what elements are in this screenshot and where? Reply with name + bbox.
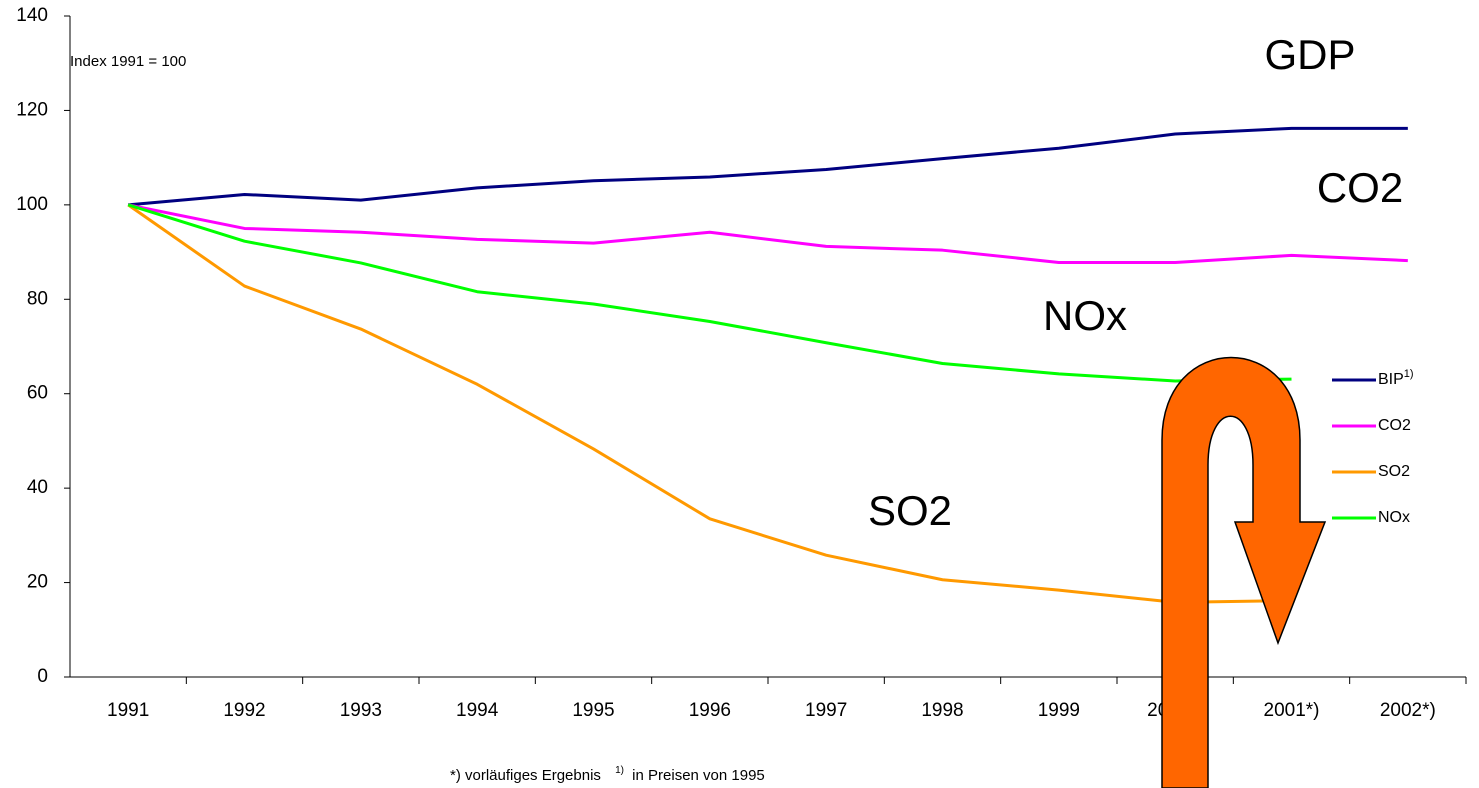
arrow xyxy=(1162,358,1325,788)
annotation: NOx xyxy=(1043,292,1127,339)
x-tick-label: 1991 xyxy=(107,700,149,721)
x-tick-label: 2001*) xyxy=(1264,700,1320,721)
footnote-prices: in Preisen von 1995 xyxy=(632,767,765,784)
footnote: *) vorläufiges Ergebnis 1) in Preisen vo… xyxy=(450,761,765,784)
x-tick-label: 2002*) xyxy=(1380,700,1436,721)
legend-label: SO2 xyxy=(1378,463,1410,480)
y-tick-label: 120 xyxy=(16,99,48,120)
legend-superscript: 1) xyxy=(1404,368,1414,380)
legend-name: SO2 xyxy=(1378,463,1410,480)
y-tick-label: 0 xyxy=(37,666,48,687)
chart: Index 1991 = 100 GDP CO2 NOx SO2 *) vorläuf… xyxy=(0,0,1479,788)
y-tick-label: 100 xyxy=(16,194,48,215)
x-tick-label: 1998 xyxy=(921,700,963,721)
legend-name: CO2 xyxy=(1378,417,1411,434)
legend-name: BIP xyxy=(1378,371,1404,388)
annotation: SO2 xyxy=(868,487,952,534)
index-note: Index 1991 = 100 xyxy=(70,53,186,70)
y-tick-label: 140 xyxy=(16,5,48,26)
y-tick-label: 40 xyxy=(27,477,48,498)
legend-label: NOx xyxy=(1378,509,1410,526)
y-tick-label: 60 xyxy=(27,383,48,404)
x-tick-label: 1996 xyxy=(689,700,731,721)
legend-label: CO2 xyxy=(1378,417,1411,434)
legend-name: NOx xyxy=(1378,509,1410,526)
annotation: GDP xyxy=(1264,31,1355,78)
x-tick-label: 1997 xyxy=(805,700,847,721)
x-tick-label: 1999 xyxy=(1038,700,1080,721)
y-tick-label: 80 xyxy=(27,288,48,309)
x-tick-label: 1994 xyxy=(456,700,499,721)
legend-label: BIP1) xyxy=(1378,368,1414,388)
annotation: CO2 xyxy=(1317,164,1403,211)
footnote-marker: 1) xyxy=(615,765,624,776)
series-line xyxy=(128,205,1291,603)
series-line xyxy=(128,128,1408,204)
x-tick-label: 1992 xyxy=(223,700,265,721)
x-tick-label: 1993 xyxy=(340,700,382,721)
y-tick-label: 20 xyxy=(27,572,48,593)
x-tick-label: 1995 xyxy=(572,700,614,721)
footnote-provisional: *) vorläufiges Ergebnis xyxy=(450,767,601,784)
